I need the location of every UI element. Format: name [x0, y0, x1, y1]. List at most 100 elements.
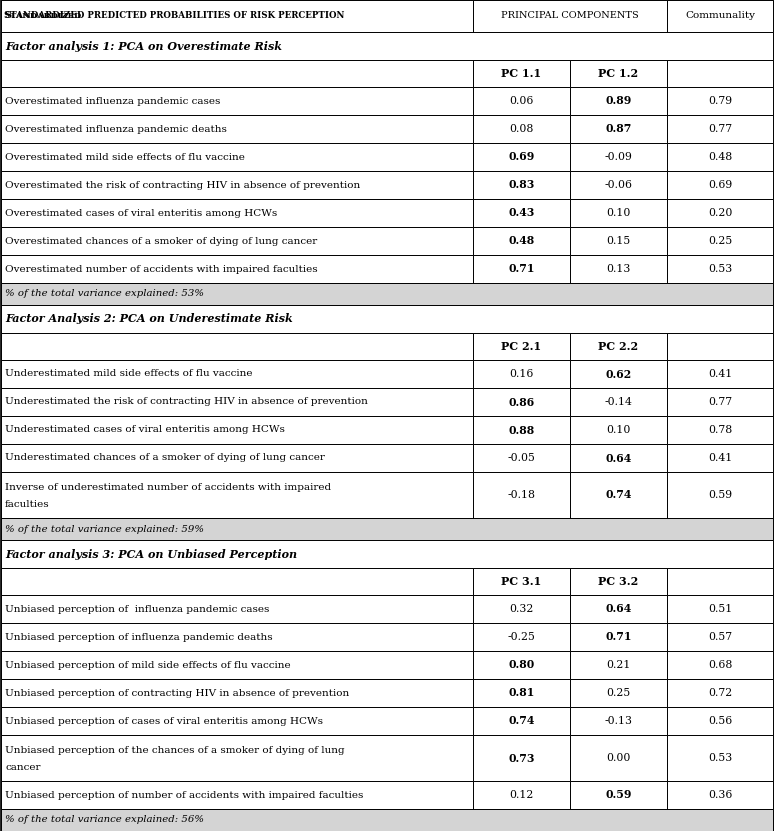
- Text: 0.36: 0.36: [707, 790, 732, 800]
- Text: Communality: Communality: [685, 12, 755, 21]
- Bar: [570, 472, 667, 518]
- Bar: [667, 781, 773, 809]
- Text: 0.78: 0.78: [708, 425, 732, 435]
- Bar: [667, 199, 773, 227]
- Text: Inverse of underestimated number of accidents with impaired: Inverse of underestimated number of acci…: [5, 483, 331, 492]
- Bar: [570, 595, 667, 623]
- Bar: [473, 679, 570, 707]
- Bar: [667, 333, 773, 360]
- Text: Unbiased perception of contracting HIV in absence of prevention: Unbiased perception of contracting HIV i…: [5, 689, 349, 697]
- Text: Overestimated chances of a smoker of dying of lung cancer: Overestimated chances of a smoker of dyi…: [5, 237, 317, 245]
- Bar: [570, 360, 667, 388]
- Text: 0.64: 0.64: [605, 453, 632, 464]
- Bar: [667, 171, 773, 199]
- Bar: [1, 595, 473, 623]
- Bar: [667, 679, 773, 707]
- Text: Unbiased perception of cases of viral enteritis among HCWs: Unbiased perception of cases of viral en…: [5, 716, 323, 725]
- Text: 0.32: 0.32: [509, 604, 534, 614]
- Bar: [570, 115, 667, 143]
- Text: Underestimated cases of viral enteritis among HCWs: Underestimated cases of viral enteritis …: [5, 425, 285, 435]
- Text: 0.10: 0.10: [606, 425, 631, 435]
- Bar: [473, 568, 570, 595]
- Text: -0.09: -0.09: [604, 152, 632, 162]
- Bar: [473, 623, 570, 651]
- Text: 0.77: 0.77: [708, 397, 732, 407]
- Bar: [1, 388, 473, 416]
- Text: 0.73: 0.73: [509, 753, 535, 764]
- Bar: [667, 360, 773, 388]
- Text: 0.16: 0.16: [509, 369, 534, 379]
- Bar: [570, 781, 667, 809]
- Bar: [473, 472, 570, 518]
- Text: PC 2.2: PC 2.2: [598, 341, 639, 352]
- Text: -0.13: -0.13: [604, 716, 632, 726]
- Bar: [1, 32, 773, 60]
- Text: 0.56: 0.56: [708, 716, 732, 726]
- Bar: [1, 283, 773, 305]
- Text: PC 2.1: PC 2.1: [502, 341, 542, 352]
- Bar: [570, 444, 667, 472]
- Text: % of the total variance explained: 59%: % of the total variance explained: 59%: [5, 524, 204, 534]
- Bar: [1, 360, 473, 388]
- Bar: [473, 651, 570, 679]
- Text: 0.25: 0.25: [606, 688, 631, 698]
- Bar: [570, 143, 667, 171]
- Bar: [570, 416, 667, 444]
- Text: -0.14: -0.14: [604, 397, 632, 407]
- Bar: [667, 388, 773, 416]
- Bar: [1, 472, 473, 518]
- Text: 0.08: 0.08: [509, 124, 534, 134]
- Text: Unbiased perception of mild side effects of flu vaccine: Unbiased perception of mild side effects…: [5, 661, 290, 670]
- Bar: [1, 623, 473, 651]
- Text: STANDARDIZED PREDICTED PROBABILITIES OF RISK PERCEPTION: STANDARDIZED PREDICTED PROBABILITIES OF …: [4, 12, 344, 21]
- Bar: [667, 416, 773, 444]
- Text: PC 3.1: PC 3.1: [502, 576, 542, 587]
- Bar: [473, 227, 570, 255]
- Text: -0.05: -0.05: [508, 453, 536, 463]
- Bar: [473, 333, 570, 360]
- Bar: [1, 679, 473, 707]
- Bar: [667, 595, 773, 623]
- Text: PRINCIPAL COMPONENTS: PRINCIPAL COMPONENTS: [501, 12, 639, 21]
- Text: 0.15: 0.15: [606, 236, 631, 246]
- Bar: [667, 651, 773, 679]
- Bar: [570, 87, 667, 115]
- Bar: [570, 707, 667, 735]
- Text: 0.86: 0.86: [509, 396, 535, 407]
- Text: 0.06: 0.06: [509, 96, 534, 106]
- Text: 0.51: 0.51: [708, 604, 732, 614]
- Bar: [667, 568, 773, 595]
- Text: Factor analysis 1: PCA on Overestimate Risk: Factor analysis 1: PCA on Overestimate R…: [5, 41, 282, 52]
- Bar: [473, 388, 570, 416]
- Text: 0.59: 0.59: [605, 789, 632, 800]
- Text: 0.25: 0.25: [708, 236, 732, 246]
- Text: 0.20: 0.20: [707, 208, 732, 218]
- Text: 0.48: 0.48: [708, 152, 732, 162]
- Text: 0.74: 0.74: [509, 715, 535, 726]
- Text: Overestimated cases of viral enteritis among HCWs: Overestimated cases of viral enteritis a…: [5, 209, 277, 218]
- Text: 0.10: 0.10: [606, 208, 631, 218]
- Text: 0.41: 0.41: [708, 369, 732, 379]
- Bar: [1, 115, 473, 143]
- Text: 0.62: 0.62: [605, 368, 632, 380]
- Bar: [667, 472, 773, 518]
- Text: Overestimated mild side effects of flu vaccine: Overestimated mild side effects of flu v…: [5, 153, 245, 161]
- Text: 0.53: 0.53: [708, 264, 732, 274]
- Text: 0.72: 0.72: [708, 688, 732, 698]
- Text: Underestimated the risk of contracting HIV in absence of prevention: Underestimated the risk of contracting H…: [5, 397, 368, 406]
- Text: Overestimated influenza pandemic cases: Overestimated influenza pandemic cases: [5, 96, 221, 106]
- Text: 0.87: 0.87: [605, 124, 632, 135]
- Bar: [570, 623, 667, 651]
- Bar: [473, 735, 570, 781]
- Text: 0.69: 0.69: [708, 180, 732, 190]
- Text: 0.59: 0.59: [708, 490, 732, 500]
- Text: 0.74: 0.74: [605, 489, 632, 500]
- Text: faculties: faculties: [5, 499, 50, 509]
- Text: 0.83: 0.83: [509, 179, 535, 190]
- Text: 0.69: 0.69: [509, 151, 535, 163]
- Text: 0.68: 0.68: [707, 660, 732, 670]
- Bar: [667, 735, 773, 781]
- Text: -0.18: -0.18: [508, 490, 536, 500]
- Bar: [570, 735, 667, 781]
- Text: Unbiased perception of  influenza pandemic cases: Unbiased perception of influenza pandemi…: [5, 604, 269, 613]
